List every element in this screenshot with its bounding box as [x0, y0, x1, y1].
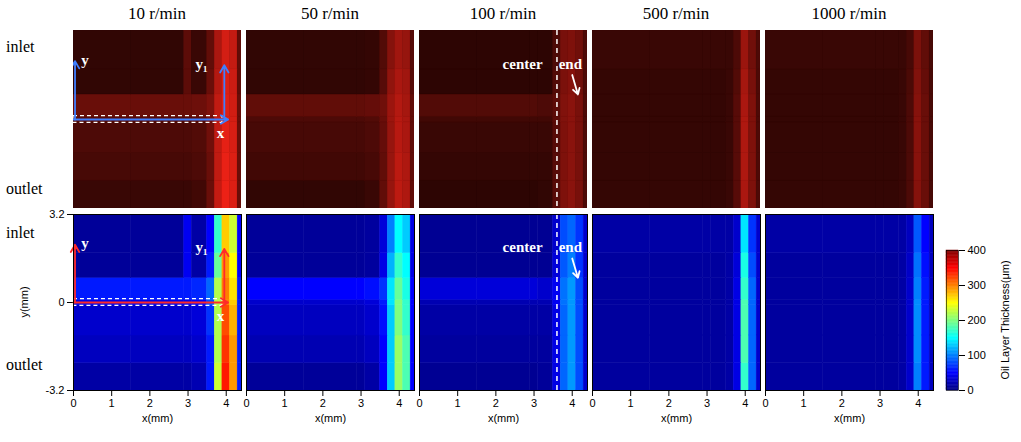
svg-text:4: 4: [915, 397, 921, 409]
svg-text:3: 3: [531, 397, 537, 409]
svg-text:x: x: [217, 308, 225, 324]
svg-text:2: 2: [839, 397, 845, 409]
svg-text:center: center: [503, 239, 543, 255]
svg-text:0: 0: [968, 384, 974, 396]
html-text:inlet: inlet: [6, 38, 35, 55]
svg-text:x(mm): x(mm): [834, 412, 865, 424]
svg-text:0: 0: [762, 397, 768, 409]
svg-text:2: 2: [147, 397, 153, 409]
html-text:outlet: outlet: [6, 180, 43, 197]
svg-text:3: 3: [704, 397, 710, 409]
svg-text:3: 3: [185, 397, 191, 409]
svg-text:end: end: [559, 56, 583, 72]
svg-text:x(mm): x(mm): [488, 412, 519, 424]
html-text:10 r/min: 10 r/min: [128, 4, 186, 23]
svg-text:3: 3: [877, 397, 883, 409]
svg-text:3: 3: [358, 397, 364, 409]
svg-text:center: center: [503, 56, 543, 72]
svg-text:0: 0: [243, 397, 249, 409]
svg-text:1: 1: [628, 397, 634, 409]
svg-text:x(mm): x(mm): [315, 412, 346, 424]
svg-text:2: 2: [320, 397, 326, 409]
svg-text:3.2: 3.2: [49, 208, 64, 220]
svg-text:y₁: y₁: [195, 56, 207, 72]
svg-text:0: 0: [416, 397, 422, 409]
svg-text:2: 2: [493, 397, 499, 409]
svg-text:300: 300: [968, 279, 986, 291]
svg-text:x(mm): x(mm): [142, 412, 173, 424]
svg-text:y: y: [81, 235, 89, 251]
svg-text:0: 0: [70, 397, 76, 409]
svg-text:1: 1: [801, 397, 807, 409]
svg-text:4: 4: [396, 397, 402, 409]
html-text:Oil Layer Thickness(μm): Oil Layer Thickness(μm): [999, 260, 1011, 380]
svg-text:0: 0: [58, 296, 64, 308]
svg-text:2: 2: [666, 397, 672, 409]
svg-text:end: end: [559, 239, 583, 255]
svg-text:y₁: y₁: [195, 239, 207, 255]
svg-text:-3.2: -3.2: [46, 384, 65, 396]
html-text:50 r/min: 50 r/min: [301, 4, 359, 23]
html-text:inlet: inlet: [6, 224, 35, 241]
svg-text:100: 100: [968, 349, 986, 361]
svg-text:1: 1: [109, 397, 115, 409]
html-text:500 r/min: 500 r/min: [642, 4, 710, 23]
svg-text:x: x: [217, 125, 225, 141]
html-text:y(mm): y(mm): [18, 286, 30, 318]
svg-text:400: 400: [968, 244, 986, 256]
svg-text:1: 1: [282, 397, 288, 409]
svg-text:200: 200: [968, 314, 986, 326]
svg-text:1: 1: [455, 397, 461, 409]
svg-text:4: 4: [569, 397, 575, 409]
svg-text:x(mm): x(mm): [661, 412, 692, 424]
svg-text:4: 4: [742, 397, 748, 409]
svg-text:4: 4: [223, 397, 229, 409]
html-text:1000 r/min: 1000 r/min: [811, 4, 887, 23]
svg-text:y: y: [81, 52, 89, 68]
svg-text:0: 0: [589, 397, 595, 409]
html-text:outlet: outlet: [6, 356, 43, 373]
html-text:100 r/min: 100 r/min: [469, 4, 537, 23]
